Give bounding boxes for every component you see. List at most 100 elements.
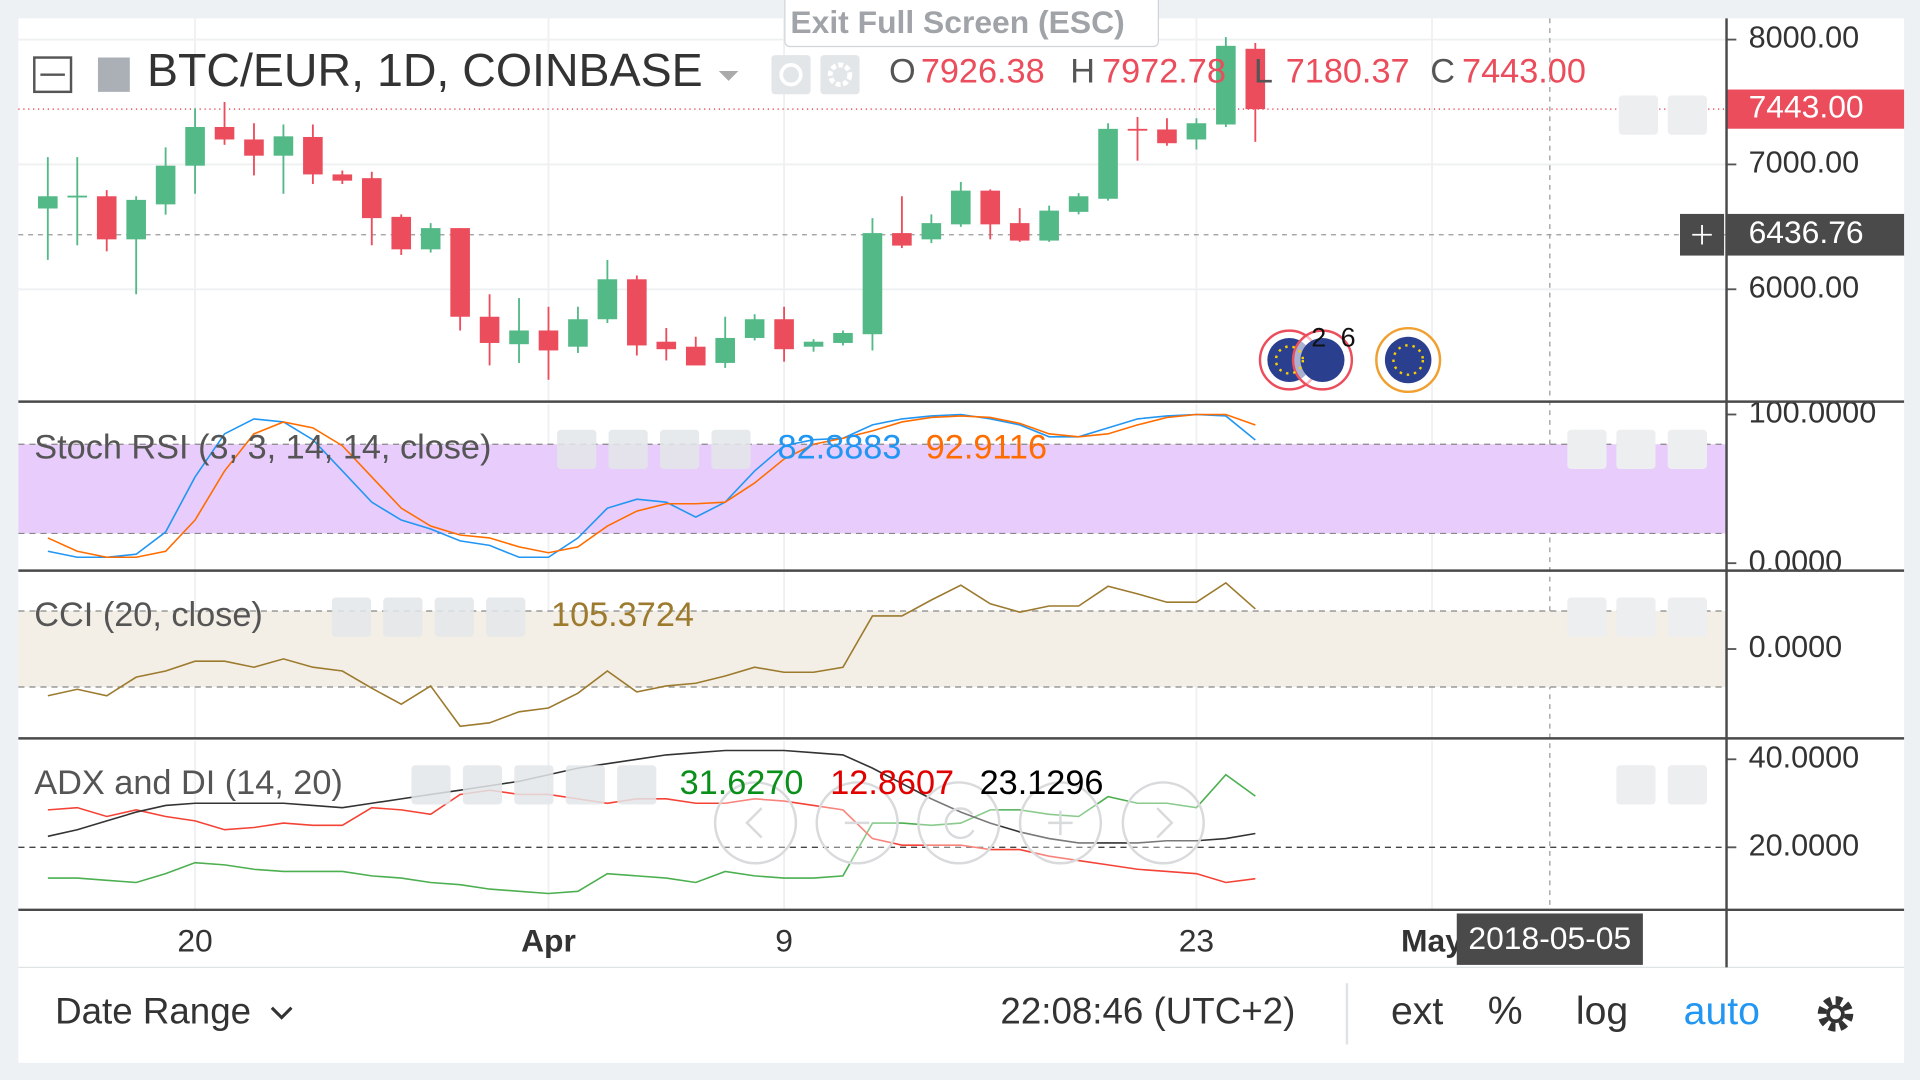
auto-button[interactable]: auto	[1684, 990, 1760, 1033]
indicator-value: 105.3724	[551, 596, 694, 634]
indicator-line	[47, 581, 1256, 728]
move-down-button[interactable]	[1618, 95, 1658, 135]
indicator-title: CCI (20, close)	[34, 596, 263, 634]
scroll-left-button[interactable]	[713, 781, 798, 865]
exit-fullscreen-button[interactable]	[784, 0, 1159, 48]
indicator-value: 82.8883	[778, 428, 902, 466]
pane-button[interactable]	[1616, 429, 1656, 469]
euro-stars	[1392, 344, 1425, 376]
candle-body	[1098, 128, 1118, 199]
candle-body	[509, 330, 529, 345]
candle-body	[420, 228, 441, 250]
pane-button[interactable]	[1616, 765, 1656, 805]
scroll-right-button[interactable]	[1121, 781, 1205, 865]
ohlc-value: 7180.37	[1286, 53, 1410, 91]
ext-button[interactable]: ext	[1391, 990, 1443, 1033]
crosshair-price-label: 6436.76	[1749, 214, 1864, 250]
indicator-button[interactable]	[711, 429, 751, 469]
y-tick-label: 0.0000	[1749, 544, 1843, 578]
collapse-icon[interactable]	[33, 56, 73, 94]
exit-fullscreen-label[interactable]: Exit Full Screen (ESC)	[790, 4, 1124, 40]
pane-button[interactable]	[1667, 429, 1707, 469]
pane-button[interactable]	[1667, 765, 1707, 805]
y-tick-label: 0.0000	[1749, 630, 1843, 664]
candle-body	[568, 319, 588, 347]
clock: 22:08:46 (UTC+2)	[1000, 991, 1295, 1032]
settings-gear-hub	[1826, 1004, 1845, 1024]
indicator-button[interactable]	[660, 429, 700, 469]
indicator-button[interactable]	[331, 597, 372, 637]
event-badge: 2	[1311, 322, 1326, 352]
candle-body	[538, 330, 559, 351]
ui-layer: Exit Full Screen (ESC) 2 6 Date Range 22…	[18, 0, 1905, 1045]
indicator-button[interactable]	[411, 765, 451, 805]
candle-body	[921, 223, 942, 240]
percent-button[interactable]: %	[1488, 990, 1523, 1033]
indicator-value: 12.8607	[830, 764, 954, 802]
candle-body	[774, 319, 794, 350]
reset-glyph	[944, 807, 975, 840]
indicator-value: 92.9116	[926, 428, 1047, 466]
x-tick-label: 9	[775, 922, 793, 958]
y-tick-label: 7000.00	[1749, 146, 1860, 180]
crosshair-date-label: 2018-05-05	[1468, 920, 1631, 956]
candle-body	[185, 126, 205, 166]
indicator-button[interactable]	[514, 765, 554, 805]
candle-body	[1157, 129, 1177, 144]
symbol-icon	[97, 57, 130, 92]
ohlc-key: C	[1430, 53, 1455, 91]
candle-body	[155, 165, 176, 205]
candle-body	[803, 341, 824, 347]
date-range-button[interactable]: Date Range	[55, 991, 251, 1032]
indicator-button[interactable]	[565, 765, 605, 805]
candle-body	[38, 196, 58, 209]
pane-button[interactable]	[1567, 429, 1607, 469]
reset-button[interactable]	[917, 781, 1001, 865]
navigation-controls	[713, 781, 1205, 865]
indicator-title: Stoch RSI (3, 3, 14, 14, close)	[34, 428, 491, 466]
indicator-button[interactable]	[617, 765, 657, 805]
indicator-button[interactable]	[383, 597, 423, 637]
ohlc-value: 7926.38	[921, 53, 1045, 91]
candle-body	[67, 195, 88, 198]
indicator-band	[18, 610, 1727, 688]
eye-button[interactable]	[771, 55, 811, 95]
pane-button[interactable]	[1667, 597, 1707, 637]
resize-button[interactable]	[1667, 95, 1707, 135]
candle-body	[214, 126, 235, 140]
indicator-button[interactable]	[557, 429, 597, 469]
x-tick-label: 23	[1179, 922, 1214, 958]
candle-body	[685, 346, 706, 366]
y-tick-label: 8000.00	[1749, 21, 1860, 55]
candle-body	[391, 216, 412, 250]
candle-body	[1039, 210, 1059, 241]
event-badge: 6	[1341, 322, 1356, 352]
indicator-button[interactable]	[486, 597, 526, 637]
candle-body	[1068, 196, 1089, 212]
y-tick-label: 20.0000	[1749, 828, 1860, 862]
symbol-dropdown[interactable]	[718, 71, 739, 81]
log-button[interactable]: log	[1576, 990, 1628, 1033]
indicator-button[interactable]	[434, 597, 474, 637]
indicator-line	[47, 413, 1256, 559]
indicator-value: 31.6270	[680, 764, 804, 802]
pane-button[interactable]	[1616, 597, 1656, 637]
settings-button[interactable]	[820, 55, 860, 95]
indicator-button[interactable]	[608, 429, 648, 469]
settings-gear[interactable]	[1817, 996, 1854, 1032]
candle-body	[244, 139, 264, 156]
chart-title: BTC/EUR, 1D, COINBASE	[147, 44, 703, 96]
x-tick-label: Apr	[521, 922, 576, 958]
ohlc-key: O	[889, 53, 916, 91]
candle-body	[303, 136, 323, 175]
y-tick-label: 40.0000	[1749, 740, 1860, 774]
indicator-button[interactable]	[462, 765, 503, 805]
candle-body	[1127, 128, 1148, 131]
candle-body	[627, 279, 647, 346]
gear-icon	[827, 62, 853, 87]
pane-button[interactable]	[1567, 597, 1607, 637]
candle-body	[951, 190, 971, 225]
candle-body	[656, 341, 677, 350]
x-tick-label: May	[1401, 922, 1463, 958]
